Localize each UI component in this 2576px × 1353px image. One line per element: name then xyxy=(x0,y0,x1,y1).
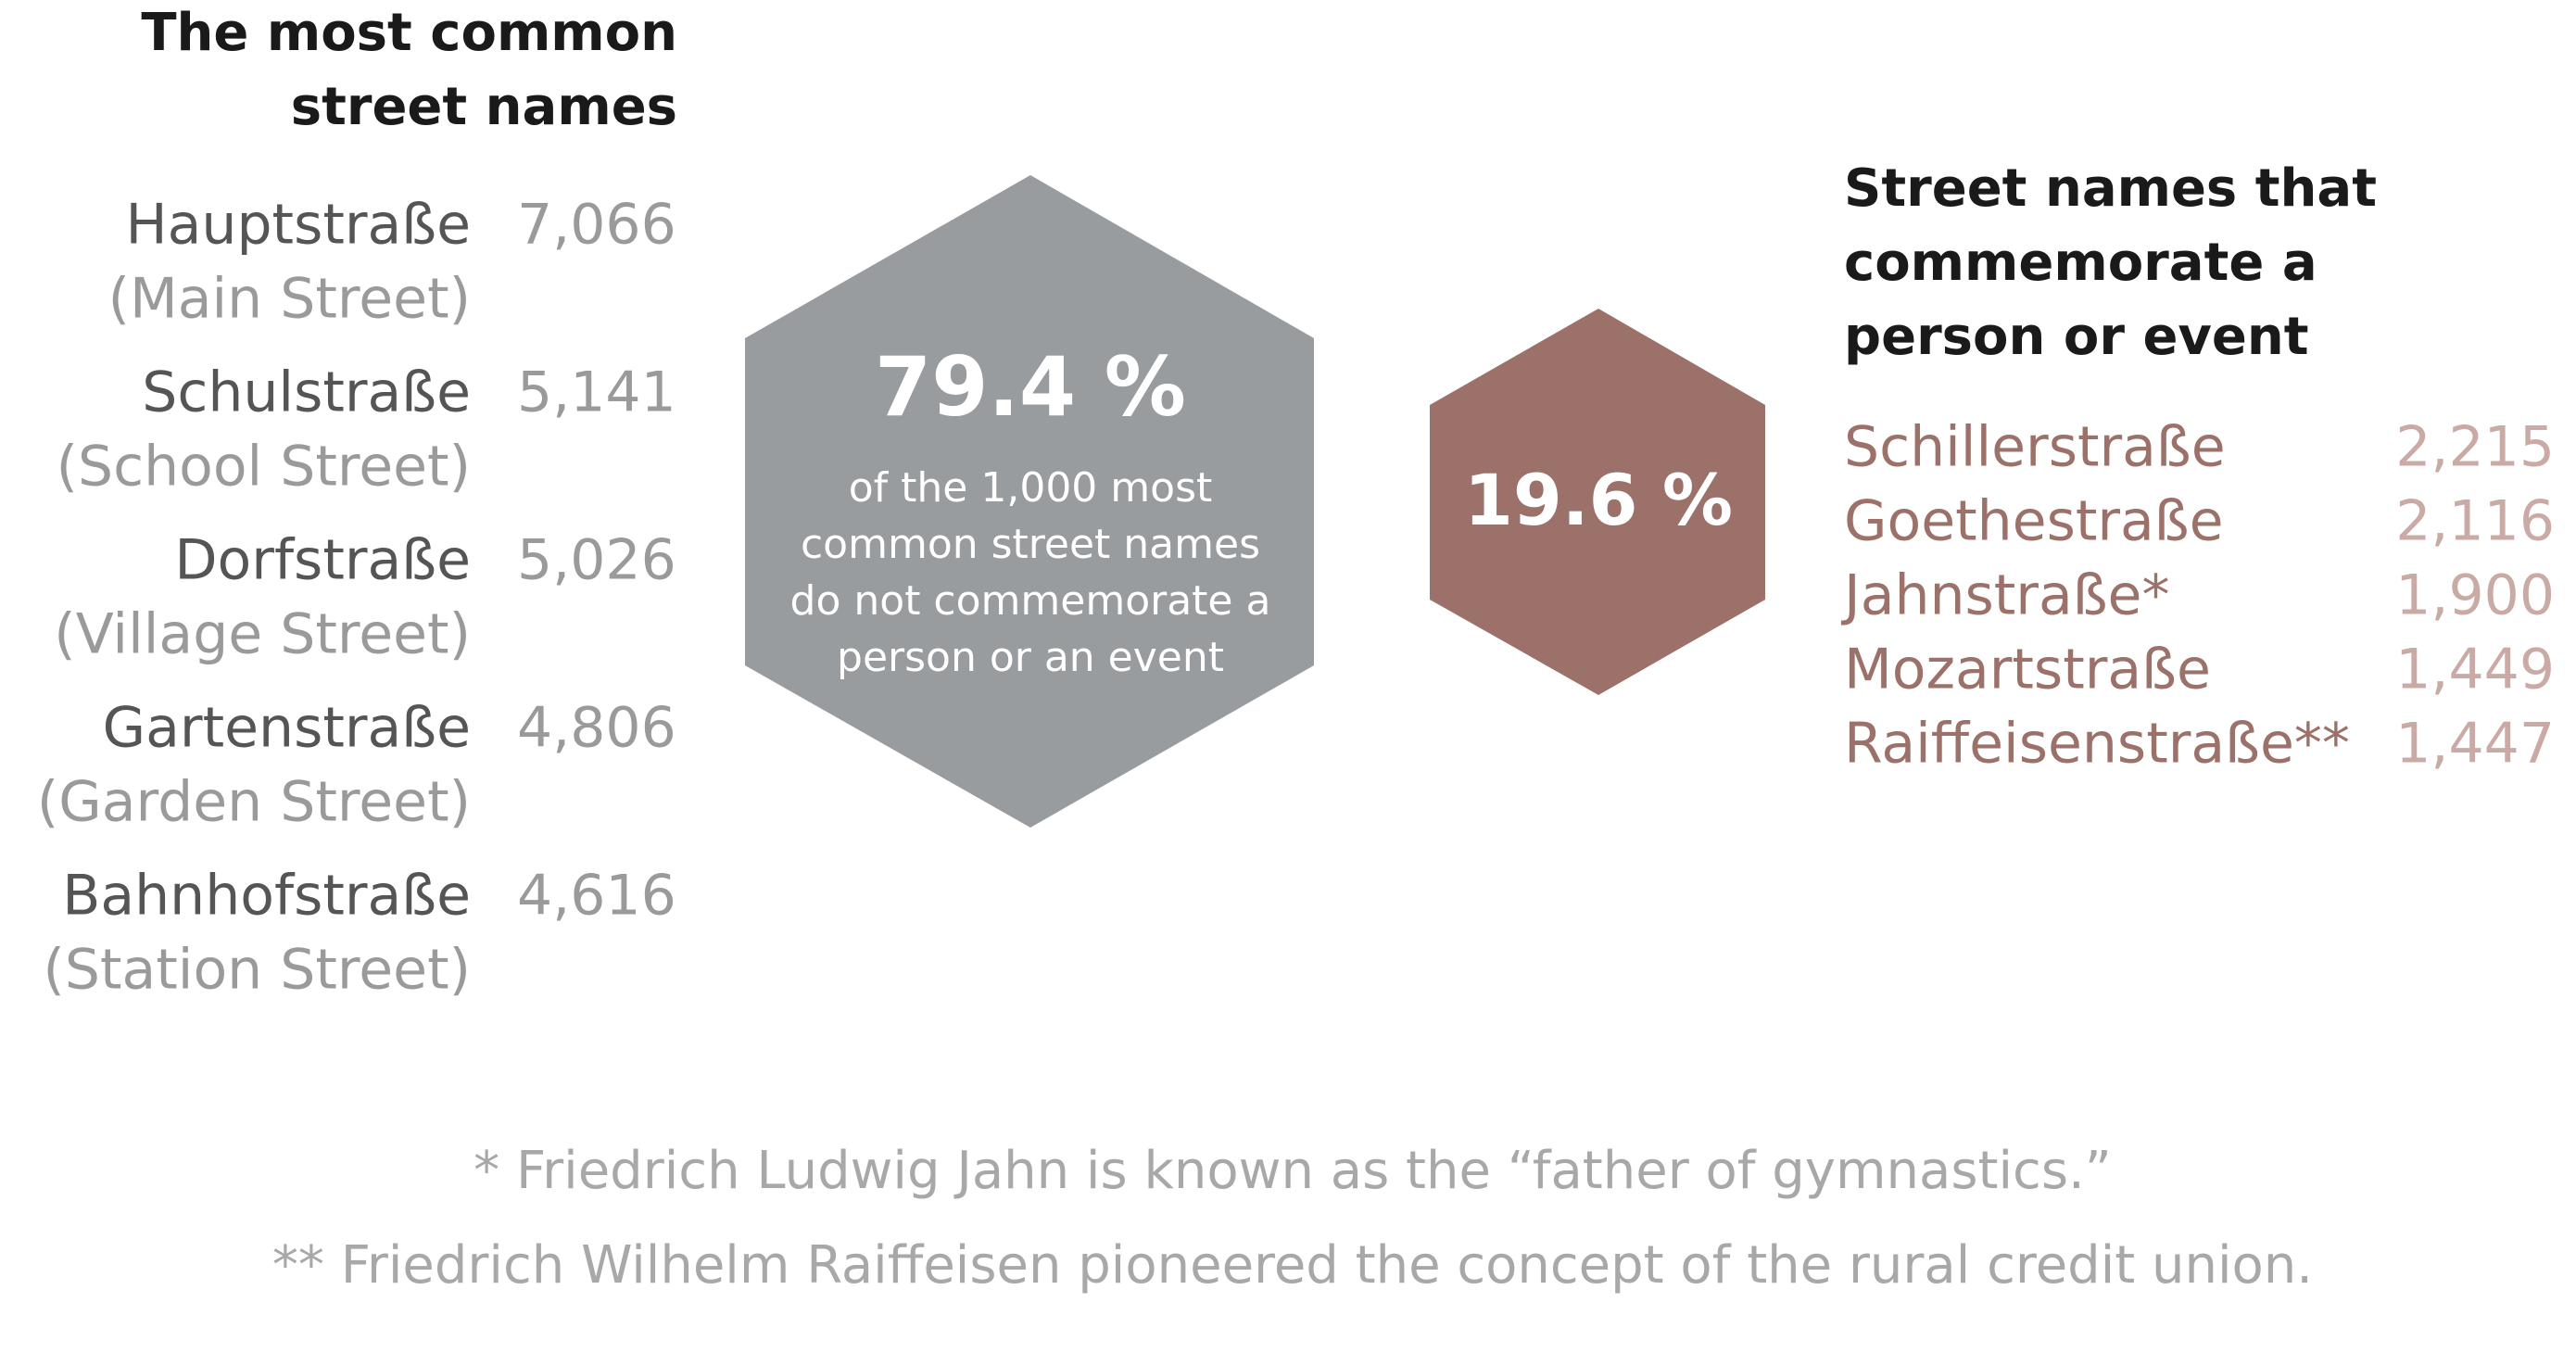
street-count: 1,900 xyxy=(2395,563,2555,628)
street-count: 1,447 xyxy=(2395,712,2555,777)
street-name: Schulstraße xyxy=(142,360,471,425)
street-name: Goethestraße xyxy=(1844,489,2224,554)
street-name: Schillerstraße xyxy=(1844,415,2226,480)
street-translation: (School Street) xyxy=(57,435,471,499)
hexagon-value: 79.4 % xyxy=(875,339,1186,435)
hexagon xyxy=(745,175,1314,828)
footnote: ** Friedrich Wilhelm Raiffeisen pioneere… xyxy=(272,1235,2313,1296)
hexagon-value: 19.6 % xyxy=(1464,459,1733,541)
footnote: * Friedrich Ludwig Jahn is known as the … xyxy=(474,1141,2112,1201)
section-title: person or event xyxy=(1844,307,2309,367)
section-title: street names xyxy=(291,77,677,137)
hexagon xyxy=(1430,309,1765,695)
street-name: Mozartstraße xyxy=(1844,638,2211,702)
street-translation: (Station Street) xyxy=(43,938,471,1003)
hexagon-description: do not commemorate a xyxy=(790,577,1271,625)
section-title: commemorate a xyxy=(1844,233,2317,293)
section-title: Street names that xyxy=(1844,158,2377,219)
hexagon-description: of the 1,000 most xyxy=(849,464,1213,512)
street-count: 5,141 xyxy=(517,360,676,425)
street-count: 2,215 xyxy=(2395,415,2555,480)
street-name: Jahnstraße* xyxy=(1840,563,2169,628)
street-count: 5,026 xyxy=(517,528,676,593)
hexagon-description: person or an event xyxy=(837,634,1224,681)
hexagon-description: common street names xyxy=(801,521,1260,568)
section-title: The most common xyxy=(141,3,677,63)
street-count: 4,616 xyxy=(517,864,676,929)
street-name: Hauptstraße xyxy=(126,193,471,258)
street-count: 2,116 xyxy=(2395,489,2555,554)
street-count: 7,066 xyxy=(517,193,676,258)
street-name: Raiffeisenstraße** xyxy=(1844,712,2350,777)
street-name: Gartenstraße xyxy=(103,696,471,761)
street-translation: (Village Street) xyxy=(54,602,471,667)
street-count: 4,806 xyxy=(517,696,676,761)
street-translation: (Main Street) xyxy=(108,267,471,332)
street-translation: (Garden Street) xyxy=(37,770,471,835)
street-name: Dorfstraße xyxy=(174,528,471,593)
street-name: Bahnhofstraße xyxy=(62,864,471,929)
street-count: 1,449 xyxy=(2395,638,2555,702)
